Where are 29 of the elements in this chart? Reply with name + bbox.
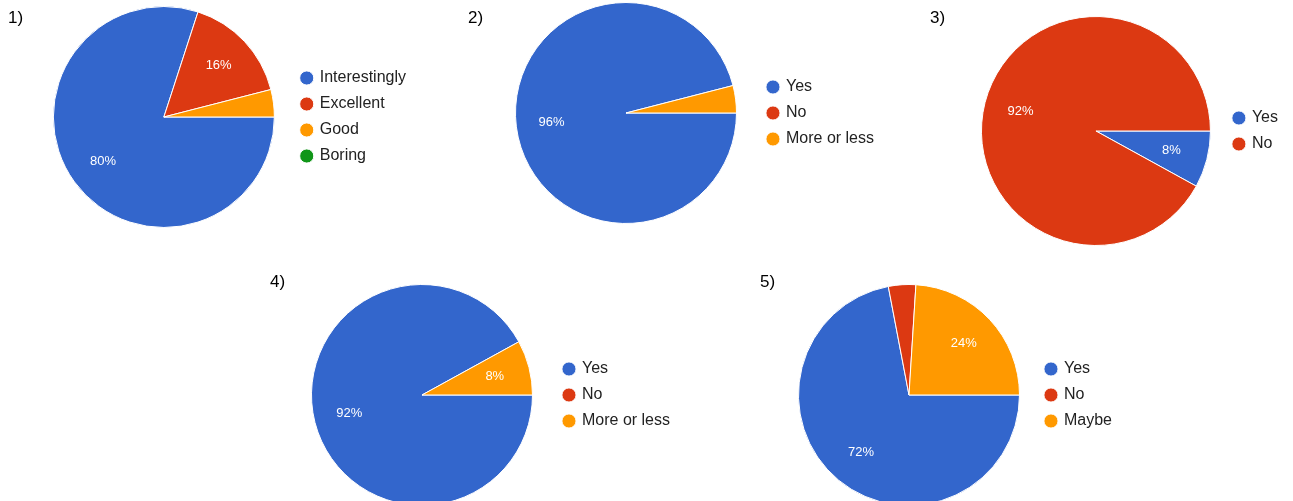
data-label: 72% — [848, 444, 875, 460]
legend-label: Interestingly — [319, 68, 406, 86]
data-label: 92% — [336, 405, 363, 421]
legend-label: Good — [319, 120, 359, 138]
legend-label: More or less — [785, 129, 875, 147]
legend-label: No — [1251, 134, 1273, 152]
chart-title: 5) — [760, 272, 776, 292]
legend-label: Yes — [785, 77, 813, 95]
chart-title: 1) — [8, 8, 24, 28]
data-label: 8% — [485, 367, 505, 383]
legend-label: Boring — [319, 146, 366, 164]
data-label: 92% — [1007, 103, 1034, 119]
legend-label: More or less — [581, 411, 671, 429]
data-label: 8% — [1161, 141, 1182, 157]
data-label: 24% — [950, 335, 978, 351]
legend-label: Excellent — [319, 94, 386, 112]
chart-title: 4) — [270, 272, 286, 292]
legend-label: No — [785, 103, 807, 121]
legend-label: Maybe — [1063, 411, 1113, 429]
data-label: 16% — [205, 57, 233, 73]
data-label: 96% — [538, 114, 565, 129]
data-label: 80% — [90, 152, 117, 168]
chart-title: 3) — [930, 8, 946, 28]
legend-label: Yes — [581, 359, 609, 377]
legend-label: No — [581, 385, 603, 403]
legend-label: No — [1063, 385, 1085, 403]
legend-label: Yes — [1063, 359, 1091, 377]
legend-label: Yes — [1251, 108, 1279, 126]
chart-title: 2) — [468, 8, 484, 28]
